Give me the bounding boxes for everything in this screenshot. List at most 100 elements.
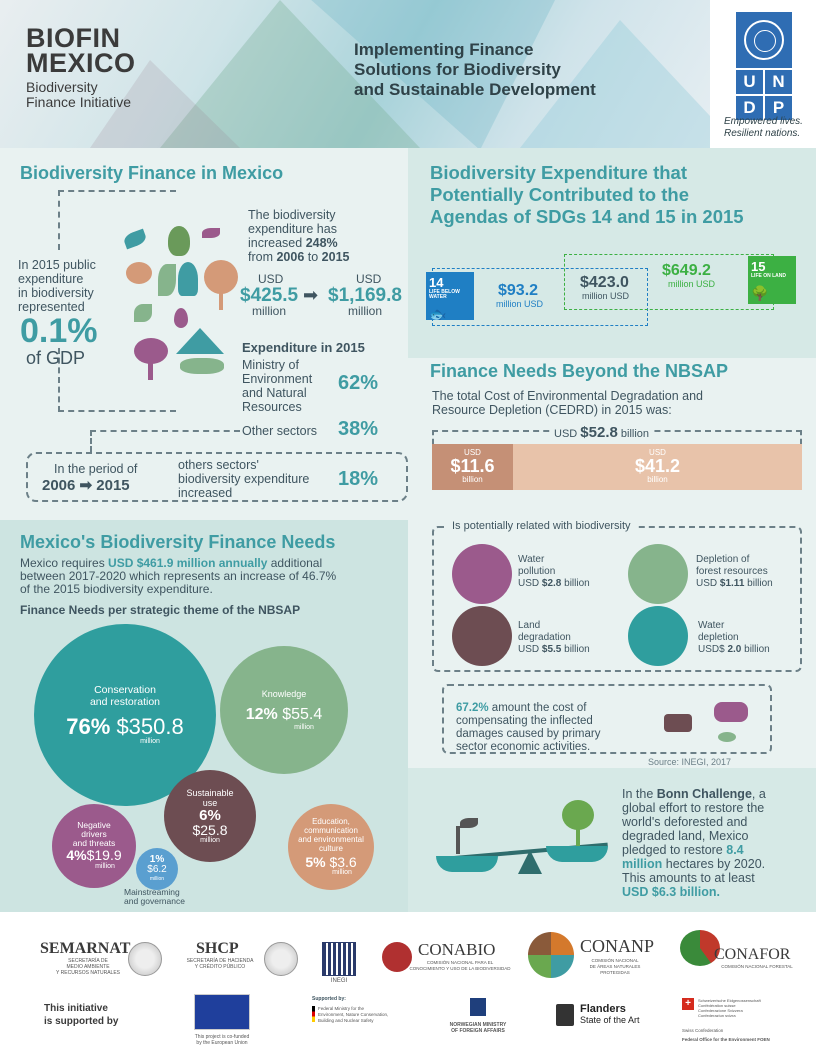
theme-education-bubble: Education, communication and environment… [288,804,374,890]
mountain-icon [176,328,224,354]
gdp-label: of GDP [26,348,86,368]
text-line: and Natural [242,386,307,400]
text-line: The total Cost of Environmental Degradat… [432,389,703,403]
germany-ministry: Federal Ministry for the Environment, Na… [318,1006,418,1024]
fish-icon [718,732,736,742]
theme-value: $19.9 [86,847,122,863]
value-2015: $1,169.8 [328,285,402,306]
conanp-logo-icon [528,932,574,978]
tree-icon [204,260,238,294]
subtitle-line: Biodiversity [26,79,98,95]
text-line: Environment [242,372,313,386]
text-line: Mexico requires USD $461.9 million annua… [20,557,400,570]
sdg-panel: Biodiversity Expenditure that Potentiall… [408,148,816,358]
theme-value: $55.4 [282,706,323,723]
footer-logos: SEMARNAT SECRETARÍA DE MEDIO AMBIENTE Y … [0,912,816,1056]
inegi-logo-icon [322,942,356,976]
title-line: MEXICO [26,48,136,78]
cedrd-intro: The total Cost of Environmental Degradat… [432,389,703,417]
text-line: SECRETARÍA DE HACIENDA [186,958,254,964]
theme-label: and threats [72,838,116,848]
eu-caption: This project is co-funded by the Europea… [180,1034,264,1046]
value-2006: $425.5 [240,285,299,306]
needs-subtitle: Finance Needs per strategic theme of the… [20,603,301,617]
text-line: Water [698,620,725,631]
scale-pan [436,856,498,872]
conabio-logo-icon [382,942,412,972]
leaf-icon [134,304,152,322]
text-line: USD$ 2.0 billion [698,644,770,656]
mainstreaming-label: Mainstreaming and governance [124,888,185,906]
flanders-lion-icon [556,1004,574,1026]
undp-letter: D [736,96,763,120]
leaf-icon [122,228,148,250]
connector-line [58,348,176,412]
bar-segment-other: USD $41.2 billion [513,444,802,490]
text-line: Ministry of [242,358,299,372]
theme-value: $6.2 [147,864,167,875]
text-line: and governance [124,896,185,906]
biofin-subtitle: Biodiversity Finance Initiative [26,80,131,110]
usd-label: USD [258,272,284,286]
text-line: by the European Union [196,1040,248,1046]
others-increase-pct: 18% [338,468,379,490]
other-sectors-label: Other sectors [242,424,318,438]
text-line: Water [518,554,545,565]
bonn-text: In the Bonn Challenge, a global effort t… [622,787,814,899]
tree-icon [562,800,594,830]
text-line: between 2017-2020 which represents an in… [20,569,337,583]
text-line: represented [18,300,85,314]
needs-intro: Mexico requires USD $461.9 million annua… [20,557,400,596]
section-title: Biodiversity Finance in Mexico [20,163,284,183]
text-line: compensating the inflected [456,715,593,727]
sprout-icon [460,818,478,828]
text-line: Confederaziun svizra [698,1013,736,1018]
title-line: Biodiversity Expenditure that [430,162,687,183]
theme-value: $3.6 [329,854,357,870]
unit-label: million [95,863,115,870]
conafor-logo: CONAFOR [714,946,791,963]
sdg-number: 14 [429,275,444,290]
unit-label: billion [647,475,668,484]
theme-negative-drivers-bubble: Negative drivers and threats 4%$19.9 mil… [52,804,136,888]
need-item: Water pollution USD $2.8 billion [518,554,590,590]
text-line: Y CRÉDITO PÚBLICO [194,964,246,970]
section-title: Mexico's Biodiversity Finance Needs [20,532,336,552]
period-label: In the period of [54,462,138,476]
usd-label: USD$ [698,644,728,655]
scale-pan [546,846,608,862]
compensate-text: 67.2% amount the cost of compensating th… [456,702,600,754]
source-label: Source: INEGI, 2017 [648,757,732,767]
usd-label: USD [464,448,481,457]
text-line: Y RECURSOS NATURALES [56,970,120,976]
undp-logo: U N D P [736,12,792,120]
text-line: OF FOREIGN AFFAIRS [451,1028,505,1034]
text: amount the cost of [488,702,587,714]
swiss-foen: Swiss Confederation Federal Office for t… [682,1028,802,1043]
text: In the [622,787,657,801]
theme-label: culture [318,844,343,853]
theme-label: Negative [77,820,111,830]
need-value: $2.8 [541,578,562,589]
text-line: This project is co-funded [194,1034,250,1040]
increase-pct: 248% [305,236,338,250]
shcp-logo: SHCP [196,940,239,957]
text-line: others sectors' [178,458,259,472]
text: to [304,250,322,264]
period-box [26,452,408,502]
text-line: MEDIO AMBIENTE [66,964,110,970]
tree-trunk [148,362,153,380]
need-item: Depletion of forest resources USD $1.11 … [696,554,773,590]
text-line: is supported by [44,1016,119,1027]
theme-label: drivers [81,829,107,839]
text-line: In 2015 public [18,258,96,272]
text-line: forest resources [696,566,768,577]
text-line: USD $5.5 billion [518,644,590,656]
theme-values: 12% $55.4 [246,706,323,724]
conabio-subtitle: COMISIÓN NACIONAL PARA EL CONOCIMIENTO Y… [408,960,512,972]
text-line: COMISIÓN NACIONAL [591,958,639,963]
bonn-challenge-label: Bonn Challenge [656,787,752,801]
text-line: SECRETARÍA DE [68,958,108,964]
related-label: Is potentially related with biodiversity [448,520,635,532]
supported-by-small: Supported by: [312,996,346,1002]
